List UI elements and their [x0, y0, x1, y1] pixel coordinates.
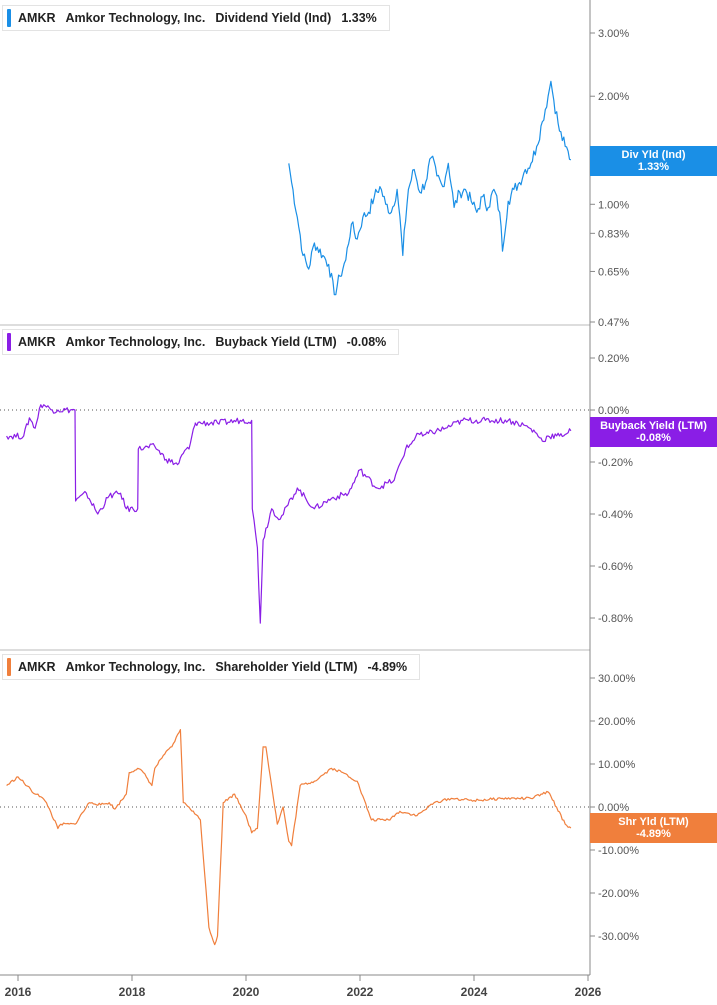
- last-value-flag-div: Div Yld (Ind) 1.33%: [590, 146, 717, 176]
- x-tick-label: 2018: [119, 985, 146, 999]
- y-tick-label: 3.00%: [598, 28, 629, 40]
- y-tick-label: 30.00%: [598, 673, 636, 685]
- x-tick-label: 2022: [347, 985, 374, 999]
- legend-swatch-div: [7, 9, 11, 27]
- legend-swatch-buyback: [7, 333, 11, 351]
- y-tick-label: -0.40%: [598, 509, 633, 521]
- y-tick-label: 0.65%: [598, 266, 629, 278]
- last-value-flag-buyback: Buyback Yield (LTM) -0.08%: [590, 417, 717, 447]
- x-tick-label: 2020: [233, 985, 260, 999]
- flag-value: 1.33%: [637, 161, 670, 173]
- legend-metric: Dividend Yield (Ind): [215, 11, 332, 25]
- legend-ticker: AMKR: [18, 11, 56, 25]
- y-tick-label: -0.80%: [598, 613, 633, 625]
- flag-label: Buyback Yield (LTM): [600, 420, 707, 432]
- legend-metric: Buyback Yield (LTM): [215, 335, 337, 349]
- y-tick-label: 0.47%: [598, 317, 629, 329]
- flag-value: -4.89%: [636, 828, 671, 840]
- y-tick-label: 0.20%: [598, 353, 629, 365]
- legend-ticker: AMKR: [18, 660, 56, 674]
- y-tick-label: -10.00%: [598, 845, 639, 857]
- legend-value: -4.89%: [367, 660, 408, 674]
- legend-value: 1.33%: [341, 11, 377, 25]
- legend-buyback: AMKR Amkor Technology, Inc. Buyback Yiel…: [2, 329, 400, 355]
- y-tick-label: 0.83%: [598, 228, 629, 240]
- x-tick-label: 2024: [461, 985, 488, 999]
- y-tick-label: -0.60%: [598, 561, 633, 573]
- y-tick-label: 10.00%: [598, 759, 636, 771]
- legend-company: Amkor Technology, Inc.: [65, 11, 206, 25]
- legend-metric: Shareholder Yield (LTM): [215, 660, 358, 674]
- flag-value: -0.08%: [636, 432, 671, 444]
- legend-swatch-shr: [7, 658, 11, 676]
- series-line-shr: [6, 729, 572, 946]
- y-tick-label: 0.00%: [598, 802, 629, 814]
- y-tick-label: -30.00%: [598, 931, 639, 943]
- y-tick-label: -0.20%: [598, 457, 633, 469]
- x-tick-label: 2016: [5, 985, 32, 999]
- y-tick-label: 0.00%: [598, 405, 629, 417]
- legend-div: AMKR Amkor Technology, Inc. Dividend Yie…: [2, 5, 390, 31]
- flag-label: Shr Yld (LTM): [618, 816, 689, 828]
- legend-ticker: AMKR: [18, 335, 56, 349]
- series-line-div: [288, 80, 572, 296]
- legend-shr: AMKR Amkor Technology, Inc. Shareholder …: [2, 654, 421, 680]
- series-line-buyback: [6, 404, 572, 624]
- flag-label: Div Yld (Ind): [621, 149, 686, 161]
- last-value-flag-shr: Shr Yld (LTM) -4.89%: [590, 813, 717, 843]
- y-tick-label: 1.00%: [598, 199, 629, 211]
- y-tick-label: 2.00%: [598, 91, 629, 103]
- y-tick-label: -20.00%: [598, 888, 639, 900]
- legend-company: Amkor Technology, Inc.: [65, 335, 206, 349]
- legend-company: Amkor Technology, Inc.: [65, 660, 206, 674]
- legend-value: -0.08%: [346, 335, 387, 349]
- y-tick-label: 20.00%: [598, 716, 636, 728]
- x-tick-label: 2026: [575, 985, 602, 999]
